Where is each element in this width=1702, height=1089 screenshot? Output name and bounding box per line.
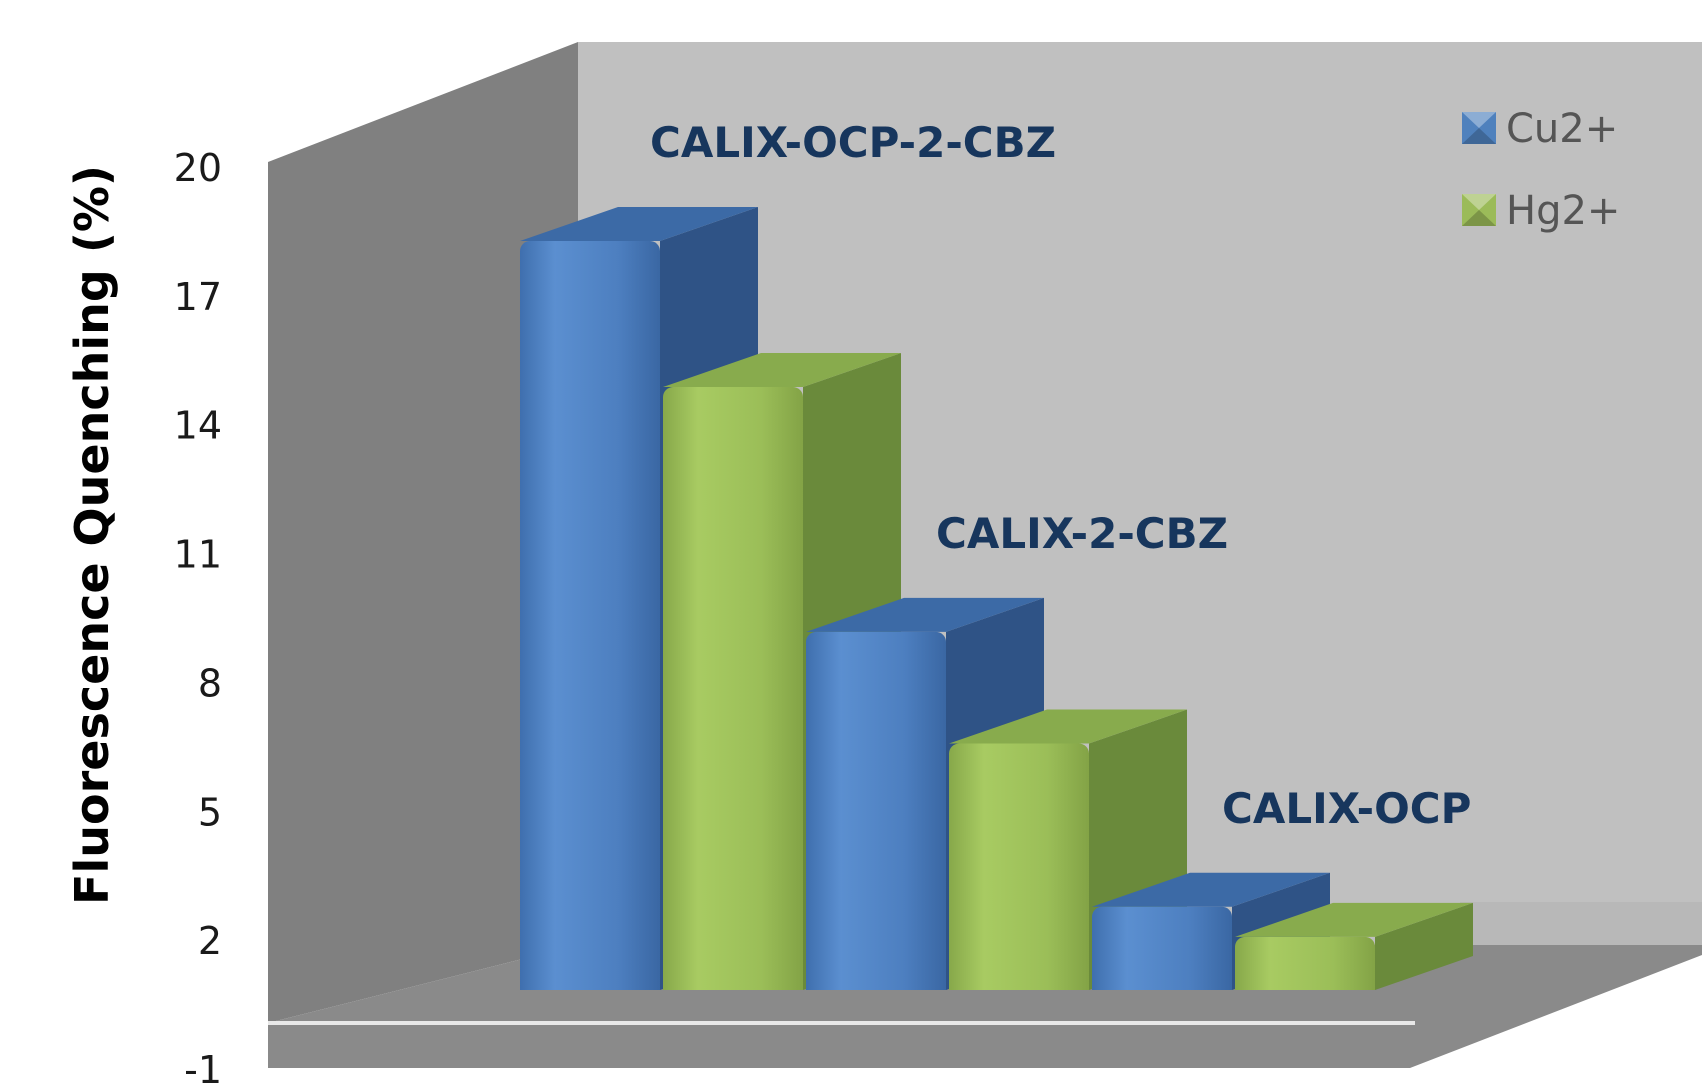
bar-front [949, 743, 1089, 990]
bars [520, 207, 1473, 990]
bar-top [1092, 872, 1330, 907]
y-tick-label: 8 [198, 661, 222, 705]
category-label: CALIX-OCP [1222, 784, 1471, 833]
y-tick-label: -1 [184, 1048, 222, 1089]
y-tick-label: 14 [174, 404, 222, 448]
legend-label: Cu2+ [1506, 106, 1618, 152]
bar-front [520, 241, 660, 990]
bar-side [1375, 902, 1473, 990]
y-tick-label: 11 [174, 533, 222, 577]
bar-base [1235, 978, 1375, 990]
bar-hg2-2 [1235, 902, 1473, 990]
floor-back-ridge [1460, 902, 1702, 945]
bar-base [806, 978, 946, 990]
bar-base [949, 978, 1089, 990]
legend-label: Hg2+ [1506, 188, 1620, 234]
bar-base [663, 978, 803, 990]
bar-base [520, 978, 660, 990]
bar-top [1235, 902, 1473, 937]
bar-top [806, 597, 1044, 632]
bar-front [1235, 936, 1375, 990]
y-axis-label: Fluorescence Quenching (%) [65, 165, 119, 905]
bar-front [806, 631, 946, 990]
bar-front [663, 387, 803, 990]
legend: Cu2+ Hg2+ [1462, 106, 1620, 234]
y-tick-label: 2 [198, 919, 222, 963]
side-wall [268, 42, 578, 1023]
bar-top [520, 207, 758, 242]
category-label: CALIX-2-CBZ [936, 509, 1228, 558]
category-labels: CALIX-OCP-2-CBZ CALIX-2-CBZ CALIX-OCP [650, 118, 1471, 833]
bar-top [663, 353, 901, 388]
y-ticks: 20 17 14 11 8 5 2 -1 [174, 146, 222, 1089]
bar-base [1092, 978, 1232, 990]
y-tick-label: 17 [174, 275, 222, 319]
y-tick-label: 5 [198, 790, 222, 834]
legend-swatch [1462, 194, 1496, 226]
legend-swatch [1462, 112, 1496, 144]
category-label: CALIX-OCP-2-CBZ [650, 118, 1056, 167]
y-tick-label: 20 [174, 146, 222, 190]
bar-top [949, 709, 1187, 744]
bar-front [1092, 906, 1232, 990]
